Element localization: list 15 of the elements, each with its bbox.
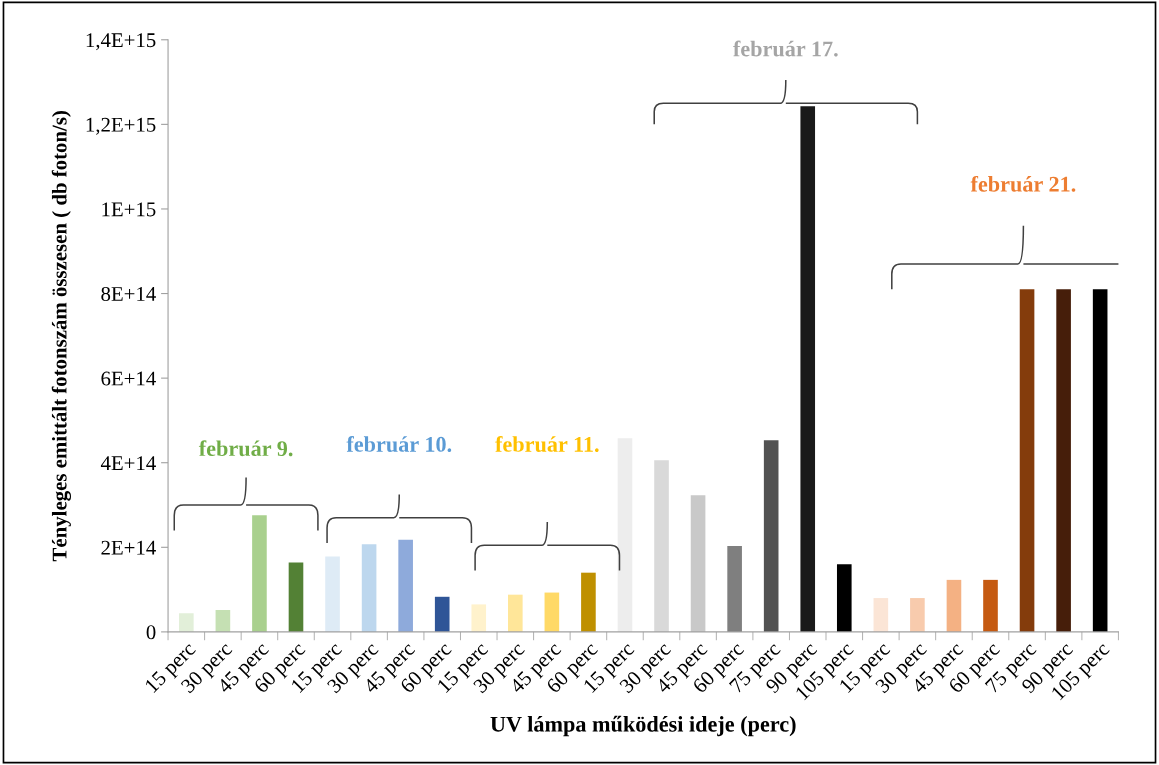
x-axis-title: UV lámpa működési ideje (perc) <box>490 715 796 737</box>
y-tick-label: 6E+14 <box>101 371 156 386</box>
y-tick-label: 0 <box>146 625 156 640</box>
y-tick-label: 1,2E+15 <box>86 117 156 135</box>
y-axis-title: Tényleges emittált fotonszám összesen ( db foton/s) <box>51 111 72 562</box>
y-tick-label: 1,4E+15 <box>86 33 156 51</box>
annotation: február 10. <box>346 435 452 452</box>
y-tick-label: 2E+14 <box>101 540 156 555</box>
y-tick-label: 1E+15 <box>102 202 156 217</box>
annotation: február 9. <box>198 440 293 457</box>
annotation: február 17. <box>733 40 838 57</box>
annotation: február 11. <box>495 435 599 452</box>
y-tick-label: 8E+14 <box>101 286 156 301</box>
annotation: február 21. <box>970 175 1076 192</box>
y-tick-label: 4E+14 <box>100 456 156 470</box>
